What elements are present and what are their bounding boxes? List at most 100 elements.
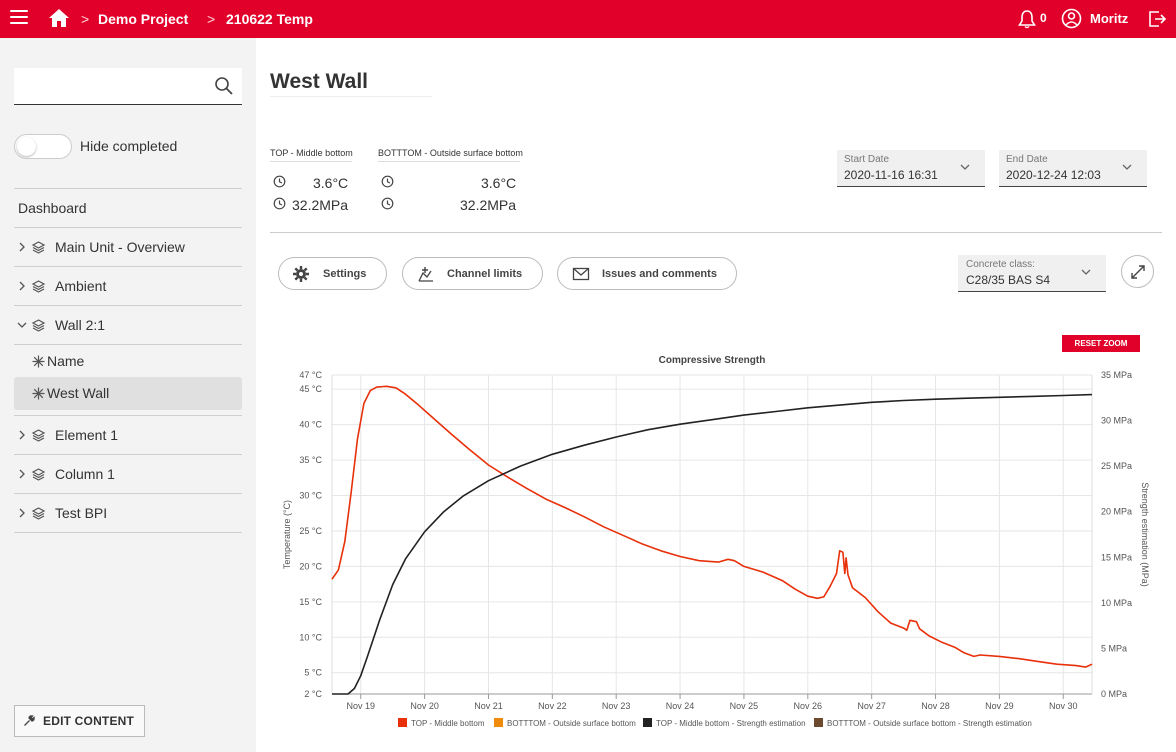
nav-item-wall[interactable]: Wall 2:1 <box>14 305 242 344</box>
start-date-value: 2020-11-16 16:31 <box>844 168 938 182</box>
sensor-temperature: 3.6°C <box>313 175 349 191</box>
y-left-axis-label: Temperature (°C) <box>282 500 292 569</box>
logout-icon[interactable] <box>1147 9 1167 29</box>
breadcrumb-separator: > <box>207 11 216 27</box>
divider <box>270 232 1162 233</box>
legend-item[interactable]: BOTTTOM - Outside surface bottom <box>494 718 636 728</box>
y-right-tick-label: 25 MPa <box>1101 461 1132 471</box>
breadcrumb-site[interactable]: 210622 Temp <box>226 11 313 27</box>
chevron-down-icon[interactable] <box>1121 162 1133 172</box>
sensor-icon <box>32 387 45 400</box>
y-right-tick-label: 30 MPa <box>1101 416 1132 426</box>
chevron-down-icon[interactable] <box>1080 267 1092 277</box>
compressive-strength-chart[interactable]: Compressive Strength 2 °C 5 °C 10 °C 15 °C 20… <box>270 350 1170 750</box>
clock-icon <box>273 175 286 188</box>
concrete-class-value: C28/35 BAS S4 <box>966 273 1051 287</box>
clock-icon <box>273 197 286 210</box>
chart-add-icon <box>418 267 433 282</box>
chevron-down-icon[interactable] <box>17 319 27 331</box>
x-tick-label: Nov 19 <box>346 701 375 711</box>
channel-limits-button[interactable]: Channel limits <box>402 257 543 290</box>
chevron-right-icon[interactable] <box>17 280 27 292</box>
mail-icon <box>572 267 590 281</box>
legend-label: TOP - Middle bottom - Strength estimatio… <box>656 719 806 728</box>
layers-icon <box>31 280 46 293</box>
nav-item-label: Element 1 <box>55 427 119 443</box>
y-left-tick-label: 2 °C <box>304 689 322 699</box>
nav-item-west-wall[interactable]: West Wall <box>14 377 242 410</box>
channel-limits-label: Channel limits <box>447 268 523 280</box>
chevron-right-icon[interactable] <box>17 507 27 519</box>
divider <box>270 96 432 97</box>
notification-count: 0 <box>1040 11 1047 25</box>
chevron-right-icon[interactable] <box>17 468 27 480</box>
user-icon[interactable] <box>1061 8 1082 29</box>
y-left-tick-label: 25 °C <box>299 526 322 536</box>
nav-item-test-bpi[interactable]: Test BPI <box>14 493 242 532</box>
nav-item-column-1[interactable]: Column 1 <box>14 454 242 493</box>
home-icon[interactable] <box>48 8 70 28</box>
breadcrumb-project[interactable]: Demo Project <box>98 11 189 27</box>
bell-icon[interactable] <box>1017 9 1037 29</box>
nav-item-dashboard[interactable]: Dashboard <box>14 188 242 227</box>
issues-comments-label: Issues and comments <box>602 268 717 280</box>
y-right-axis-label: Strength estimation (MPa) <box>1140 482 1150 587</box>
search-input[interactable] <box>14 68 204 104</box>
search-icon[interactable] <box>214 76 234 96</box>
hide-completed-toggle[interactable] <box>14 134 72 159</box>
y-left-tick-label: 15 °C <box>299 597 322 607</box>
user-name[interactable]: Moritz <box>1090 11 1129 26</box>
chevron-right-icon[interactable] <box>17 429 27 441</box>
issues-comments-button[interactable]: Issues and comments <box>557 257 737 290</box>
legend-item[interactable]: TOP - Middle bottom <box>398 718 485 728</box>
y-left-tick-label: 30 °C <box>299 491 322 501</box>
sensor-summary-top: TOP - Middle bottom 3.6°C 32.2MPa <box>270 148 353 213</box>
y-right-tick-label: 0 MPa <box>1101 689 1127 699</box>
settings-button[interactable]: Settings <box>278 257 387 290</box>
concrete-class-select[interactable]: Concrete class: C28/35 BAS S4 <box>958 255 1106 292</box>
clock-icon <box>381 197 394 210</box>
y-right-tick-label: 5 MPa <box>1101 643 1127 653</box>
y-left-tick-label: 40 °C <box>299 420 322 430</box>
chart-canvas[interactable]: Compressive Strength 2 °C 5 °C 10 °C 15 °C 20… <box>270 350 1170 750</box>
nav-item-name[interactable]: Name <box>14 344 242 377</box>
x-tick-label: Nov 26 <box>794 701 823 711</box>
start-date-field[interactable]: Start Date 2020-11-16 16:31 <box>837 150 985 187</box>
y-left-tick-label: 10 °C <box>299 632 322 642</box>
edit-content-button[interactable]: EDIT CONTENT <box>14 705 145 737</box>
y-left-tick-label: 45 °C <box>299 384 322 394</box>
sensor-icon <box>32 355 45 368</box>
nav-item-element-1[interactable]: Element 1 <box>14 415 242 454</box>
legend-item[interactable]: BOTTTOM - Outside surface bottom - Stren… <box>814 718 1032 728</box>
project-tree: Dashboard Main Unit - Overview Ambient W… <box>14 188 242 533</box>
legend-label: TOP - Middle bottom <box>411 719 485 728</box>
hamburger-menu-icon[interactable] <box>10 10 28 26</box>
nav-item-label: Dashboard <box>18 200 87 216</box>
layers-icon <box>31 468 46 481</box>
legend-item[interactable]: TOP - Middle bottom - Strength estimatio… <box>643 718 806 728</box>
sensor-strength: 32.2MPa <box>460 197 517 213</box>
sidebar: Hide completed Dashboard Main Unit - Ove… <box>0 38 256 752</box>
reset-zoom-button[interactable]: RESET ZOOM <box>1062 335 1140 352</box>
top-bar: > Demo Project > 210622 Temp 0 Moritz <box>0 0 1176 38</box>
end-date-field[interactable]: End Date 2020-12-24 12:03 <box>999 150 1147 187</box>
y-left-tick-label: 47 °C <box>299 370 322 380</box>
y-right-tick-label: 20 MPa <box>1101 507 1132 517</box>
legend-label: BOTTTOM - Outside surface bottom - Stren… <box>827 719 1032 728</box>
layers-icon <box>31 319 46 332</box>
layers-icon <box>31 507 46 520</box>
nav-item-main-unit[interactable]: Main Unit - Overview <box>14 227 242 266</box>
end-date-value: 2020-12-24 12:03 <box>1006 168 1101 182</box>
nav-item-ambient[interactable]: Ambient <box>14 266 242 305</box>
nav-item-label: West Wall <box>47 385 110 401</box>
clock-icon <box>381 175 394 188</box>
sensor-strength: 32.2MPa <box>292 197 349 213</box>
y-right-tick-label: 15 MPa <box>1101 552 1132 562</box>
series-line-0 <box>331 385 1093 668</box>
chevron-right-icon[interactable] <box>17 241 27 253</box>
nav-item-label: Name <box>47 353 85 369</box>
x-tick-label: Nov 23 <box>602 701 631 711</box>
fullscreen-button[interactable] <box>1121 255 1154 288</box>
chevron-down-icon[interactable] <box>959 162 971 172</box>
legend-swatch <box>494 718 503 727</box>
